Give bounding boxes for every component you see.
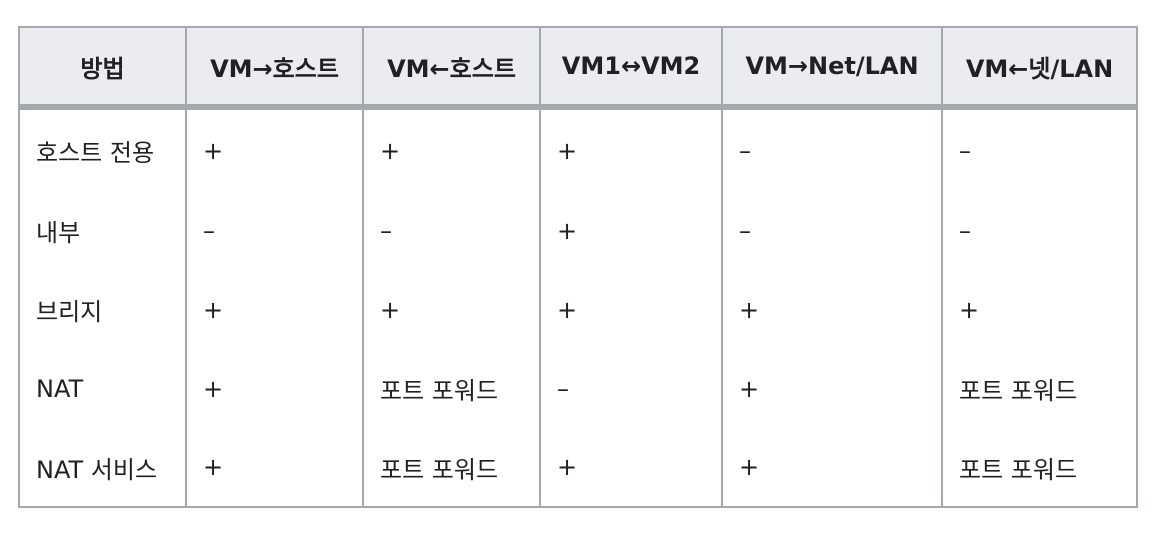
table-cell: + <box>185 428 364 508</box>
header-vm-to-net: VM→Net/LAN <box>721 26 943 110</box>
table-cell-mode: 내부 <box>18 191 187 270</box>
table-cell-mode: 브리지 <box>18 270 187 349</box>
table-row: 내부 – – + – – <box>18 191 1138 270</box>
table-cell: + <box>539 428 723 508</box>
table-cell: – <box>185 191 364 270</box>
table-cell: + <box>721 428 943 508</box>
table-cell: 포트 포워드 <box>941 428 1138 508</box>
table-cell: + <box>941 270 1138 349</box>
table-cell: – <box>362 191 541 270</box>
table-cell: – <box>539 349 723 428</box>
header-host-to-vm: VM←호스트 <box>362 26 541 110</box>
table-cell: + <box>362 107 541 191</box>
table-cell: + <box>721 270 943 349</box>
table-cell: + <box>539 107 723 191</box>
table-row: 브리지 + + + + + <box>18 270 1138 349</box>
table-row: NAT + 포트 포워드 – + 포트 포워드 <box>18 349 1138 428</box>
table-body: 호스트 전용 + + + – – 내부 – – + – – 브리지 + + + … <box>18 107 1138 508</box>
table-cell: + <box>362 270 541 349</box>
header-net-to-vm: VM←넷/LAN <box>941 26 1138 110</box>
table-cell: + <box>185 107 364 191</box>
table-cell: + <box>539 270 723 349</box>
table-cell: 포트 포워드 <box>362 349 541 428</box>
header-method: 방법 <box>18 26 187 110</box>
table-cell: 포트 포워드 <box>941 349 1138 428</box>
table-cell: – <box>941 191 1138 270</box>
header-vm-to-host: VM→호스트 <box>185 26 364 110</box>
table-row: NAT 서비스 + 포트 포워드 + + 포트 포워드 <box>18 428 1138 508</box>
header-row: 방법 VM→호스트 VM←호스트 VM1↔VM2 VM→Net/LAN VM←넷… <box>18 26 1138 110</box>
table-cell: – <box>721 191 943 270</box>
table-cell: + <box>185 349 364 428</box>
table-cell: 포트 포워드 <box>362 428 541 508</box>
table-row: 호스트 전용 + + + – – <box>18 107 1138 191</box>
networking-modes-table: 방법 VM→호스트 VM←호스트 VM1↔VM2 VM→Net/LAN VM←넷… <box>18 26 1138 508</box>
table-cell-mode: NAT <box>18 349 187 428</box>
table-cell: + <box>539 191 723 270</box>
header-vm1-vm2: VM1↔VM2 <box>539 26 723 110</box>
table-cell: + <box>721 349 943 428</box>
table-cell: – <box>721 107 943 191</box>
networking-modes-table-container: 방법 VM→호스트 VM←호스트 VM1↔VM2 VM→Net/LAN VM←넷… <box>18 26 1138 508</box>
table-cell-mode: 호스트 전용 <box>18 107 187 191</box>
table-cell: – <box>941 107 1138 191</box>
table-header: 방법 VM→호스트 VM←호스트 VM1↔VM2 VM→Net/LAN VM←넷… <box>18 26 1138 110</box>
table-cell-mode: NAT 서비스 <box>18 428 187 508</box>
table-cell: + <box>185 270 364 349</box>
